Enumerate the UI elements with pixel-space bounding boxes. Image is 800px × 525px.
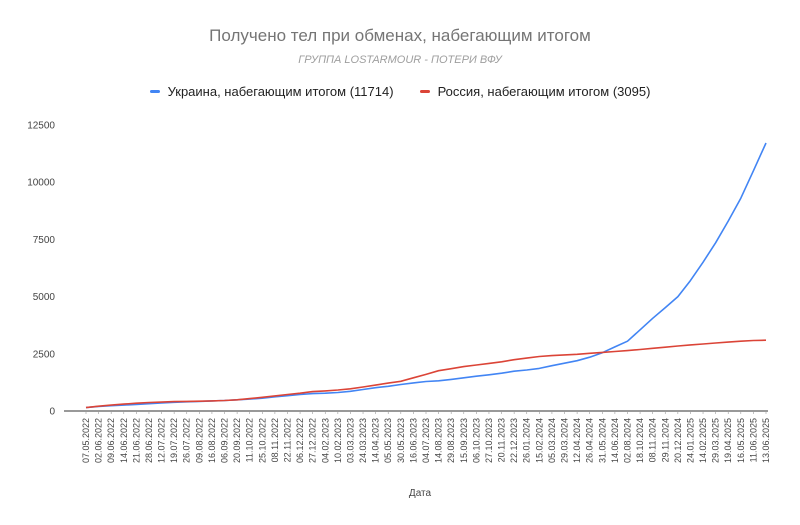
x-tick-label: 28.06.2022 — [144, 418, 154, 463]
legend-label-russia: Россия, набегающим итогом (3095) — [437, 84, 651, 99]
x-tick-label: 30.05.2023 — [396, 418, 406, 463]
x-tick-label: 04.02.2023 — [320, 418, 330, 463]
x-tick-label: 19.04.2025 — [723, 418, 733, 463]
x-tick-label: 03.03.2023 — [345, 418, 355, 463]
x-tick-label: 06.10.2023 — [471, 418, 481, 463]
x-tick-label: 20.09.2022 — [232, 418, 242, 463]
x-tick-label: 10.02.2023 — [333, 418, 343, 463]
x-tick-label: 11.06.2025 — [748, 418, 758, 462]
x-tick-label: 14.04.2023 — [371, 418, 381, 463]
x-tick-label: 06.12.2022 — [295, 418, 305, 463]
x-tick-label: 26.01.2024 — [522, 418, 532, 463]
x-tick-label: 09.08.2022 — [194, 418, 204, 463]
x-tick-label: 22.11.2022 — [282, 418, 292, 462]
x-tick-label: 11.10.2022 — [245, 418, 255, 462]
x-tick-label: 29.08.2023 — [446, 418, 456, 463]
series-line-ukraine — [85, 142, 767, 409]
legend-label-ukraine: Украина, набегающим итогом (11714) — [167, 84, 394, 99]
x-tick-label: 02.08.2024 — [622, 418, 632, 463]
x-tick-label: 16.08.2022 — [207, 418, 217, 463]
x-tick-label: 06.09.2022 — [220, 418, 230, 463]
x-tick-label: 24.01.2025 — [685, 418, 695, 463]
legend-item-ukraine: Украина, набегающим итогом (11714) — [149, 84, 394, 99]
y-tick-label: 2500 — [33, 349, 56, 360]
x-tick-label: 12.04.2024 — [572, 418, 582, 463]
x-tick-label: 16.05.2025 — [736, 418, 746, 463]
x-tick-label: 05.05.2023 — [383, 418, 393, 463]
series-line-russia — [85, 339, 767, 409]
x-tick-label: 12.07.2022 — [157, 418, 167, 463]
x-tick-label: 19.07.2022 — [169, 418, 179, 463]
y-tick-label: 10000 — [27, 178, 55, 189]
x-tick-label: 14.02.2025 — [698, 418, 708, 463]
y-tick-label: 5000 — [33, 292, 56, 303]
x-tick-label: 26.07.2022 — [182, 418, 192, 463]
y-axis-labels: 0 2500 5000 7500 10000 12500 — [27, 121, 55, 418]
x-tick-label: 14.06.2024 — [610, 418, 620, 463]
x-tick-label: 07.05.2022 — [81, 418, 91, 463]
legend-swatch-ukraine — [149, 90, 160, 93]
x-tick-label: 14.06.2022 — [119, 418, 129, 463]
chart-subtitle: ГРУППА LOSTARMOUR - ПОТЕРИ ВФУ — [298, 54, 502, 66]
chart-title: Получено тел при обменах, набегающим ито… — [209, 26, 591, 45]
series-layer — [85, 142, 767, 409]
x-tick-label: 29.03.2025 — [711, 418, 721, 463]
x-tick-label: 09.06.2022 — [106, 418, 116, 463]
x-tick-label: 25.10.2022 — [257, 418, 267, 463]
x-tick-label: 14.08.2023 — [434, 418, 444, 463]
chart-legend: Украина, набегающим итогом (11714) Росси… — [0, 84, 800, 99]
x-tick-label: 08.11.2022 — [270, 418, 280, 462]
x-tick-label: 27.12.2022 — [308, 418, 318, 463]
y-tick-label: 0 — [49, 407, 55, 418]
x-tick-label: 20.12.2024 — [673, 418, 683, 463]
x-tick-label: 24.03.2023 — [358, 418, 368, 463]
x-tick-label: 21.06.2022 — [131, 418, 141, 463]
y-tick-label: 7500 — [33, 235, 56, 246]
x-tick-label: 26.04.2024 — [585, 418, 595, 463]
legend-item-russia: Россия, набегающим итогом (3095) — [419, 84, 651, 99]
x-tick-label: 16.06.2023 — [408, 418, 418, 463]
x-tick-label: 31.05.2024 — [597, 418, 607, 463]
legend-swatch-russia — [419, 90, 430, 93]
x-axis-title: Дата — [409, 488, 432, 499]
x-tick-label: 02.06.2022 — [94, 418, 104, 463]
y-tick-label: 12500 — [27, 121, 55, 132]
x-tick-label: 08.11.2024 — [648, 418, 658, 462]
x-tick-label: 15.09.2023 — [459, 418, 469, 463]
x-tick-label: 22.12.2023 — [509, 418, 519, 463]
x-tick-label: 13.06.2025 — [761, 418, 771, 463]
x-tick-label: 29.11.2024 — [660, 418, 670, 462]
x-tick-label: 29.03.2024 — [560, 418, 570, 463]
x-tick-label: 15.02.2024 — [534, 418, 544, 463]
x-tick-label: 04.07.2023 — [421, 418, 431, 463]
x-tick-label: 05.03.2024 — [547, 418, 557, 463]
x-tick-label: 27.10.2023 — [484, 418, 494, 463]
x-tick-label: 18.10.2024 — [635, 418, 645, 463]
x-tick-label: 20.11.2023 — [497, 418, 507, 462]
x-axis-labels: 07.05.2022 02.06.2022 09.06.2022 14.06.2022… — [81, 411, 771, 463]
